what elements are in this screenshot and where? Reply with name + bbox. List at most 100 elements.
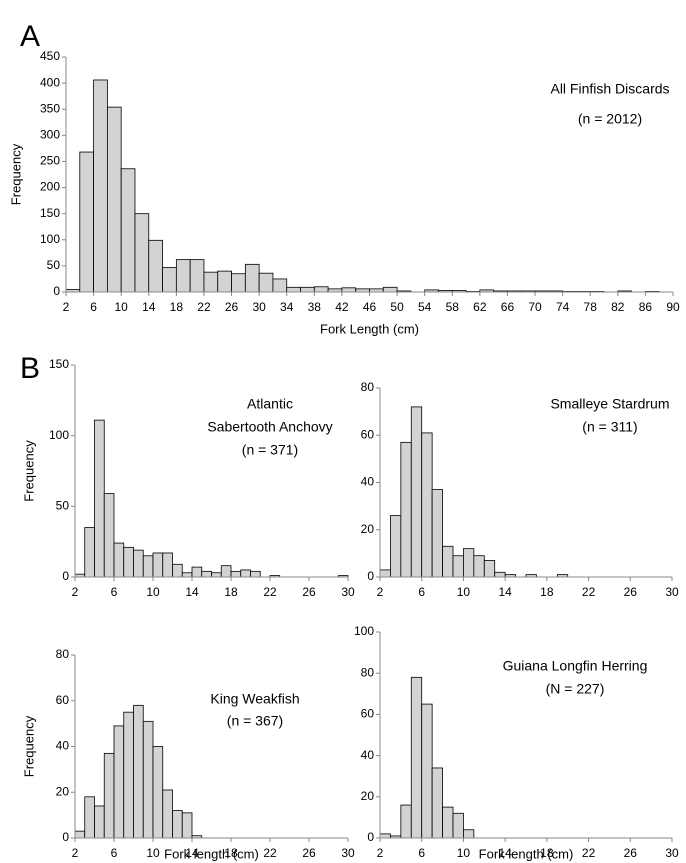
x-axis-label: Fork length (cm) [164,846,259,861]
bar [201,570,212,578]
bar [410,406,423,578]
y-tick-label: 40 [361,475,375,489]
bar [452,555,464,578]
bar [94,419,105,578]
y-tick-label: 0 [62,569,69,583]
annotation: Smalleye Stardrum [550,396,669,412]
bar [431,767,443,839]
bar [172,563,183,578]
x-tick-label: 26 [624,846,638,860]
x-tick-label: 66 [501,300,515,314]
y-tick-label: 100 [40,232,60,246]
x-tick-label: 82 [611,300,625,314]
bar [203,271,219,293]
bar [258,272,274,293]
x-tick-label: 58 [446,300,460,314]
y-tick-label: 400 [40,75,60,89]
x-tick-label: 78 [584,300,598,314]
y-tick-label: 60 [56,693,70,707]
bar [181,812,193,839]
bar [217,270,232,293]
x-tick-label: 22 [263,585,277,599]
x-tick-label: 2 [72,846,79,860]
bar [442,545,454,578]
x-tick-label: 18 [224,585,238,599]
x-tick-label: 2 [377,846,384,860]
bar [452,812,464,839]
bar [341,287,357,293]
y-tick-label: 200 [40,180,60,194]
x-tick-label: 6 [418,585,425,599]
y-tick-label: 20 [361,522,375,536]
y-tick-label: 40 [56,739,70,753]
bar [162,552,173,578]
panel-label: A [20,20,40,53]
x-tick-label: 10 [115,300,129,314]
y-axis-label: Frequency [21,440,36,502]
y-tick-label: 350 [40,101,60,115]
bar [133,549,144,578]
x-tick-label: 30 [341,846,355,860]
y-tick-label: 0 [367,569,374,583]
x-tick-label: 18 [540,585,554,599]
x-tick-label: 22 [263,846,277,860]
bar [286,286,301,293]
bar [300,286,315,293]
bar [244,263,260,293]
panel-label: B [20,352,40,385]
x-tick-label: 50 [390,300,404,314]
annotation: (n = 2012) [578,111,642,127]
bar [152,746,164,839]
x-tick-label: 30 [665,846,679,860]
x-tick-label: 14 [498,585,512,599]
x-tick-label: 2 [63,300,70,314]
bar [211,572,222,578]
annotation: Atlantic [247,396,293,412]
bar [181,572,193,578]
bar [272,278,288,293]
x-tick-label: 46 [363,300,377,314]
bar [84,527,95,578]
bar [74,830,86,839]
bar [313,286,329,293]
x-tick-label: 26 [302,846,316,860]
bar [172,810,183,839]
bar [410,676,423,839]
bar [162,267,177,293]
bar [103,752,115,839]
bar [463,548,475,578]
bar [175,259,191,293]
x-tick-label: 6 [90,300,97,314]
bar [162,789,173,839]
x-tick-label: 30 [665,585,679,599]
y-tick-label: 100 [354,624,374,638]
bar [113,542,125,578]
y-tick-label: 20 [56,784,70,798]
bar [94,805,105,839]
bar [103,493,115,578]
x-tick-label: 18 [224,846,238,860]
y-tick-label: 50 [47,258,61,272]
bar [400,441,412,578]
bar [473,555,485,578]
y-axis-label: Frequency [8,143,23,205]
bar [93,79,108,293]
annotation: King Weakfish [210,691,299,707]
x-tick-label: 90 [666,300,680,314]
bar [123,546,134,578]
bar [142,555,154,578]
y-axis-label: Frequency [21,715,36,777]
y-tick-label: 20 [361,789,375,803]
bar [79,151,94,293]
x-tick-label: 26 [225,300,239,314]
bar [483,560,496,578]
x-tick-label: 62 [473,300,487,314]
x-tick-label: 70 [528,300,542,314]
y-tick-label: 100 [49,428,69,442]
x-tick-label: 14 [498,846,512,860]
bar [148,239,163,293]
bar [113,725,125,839]
x-tick-label: 26 [624,585,638,599]
bar [442,806,454,839]
bar [400,804,412,839]
